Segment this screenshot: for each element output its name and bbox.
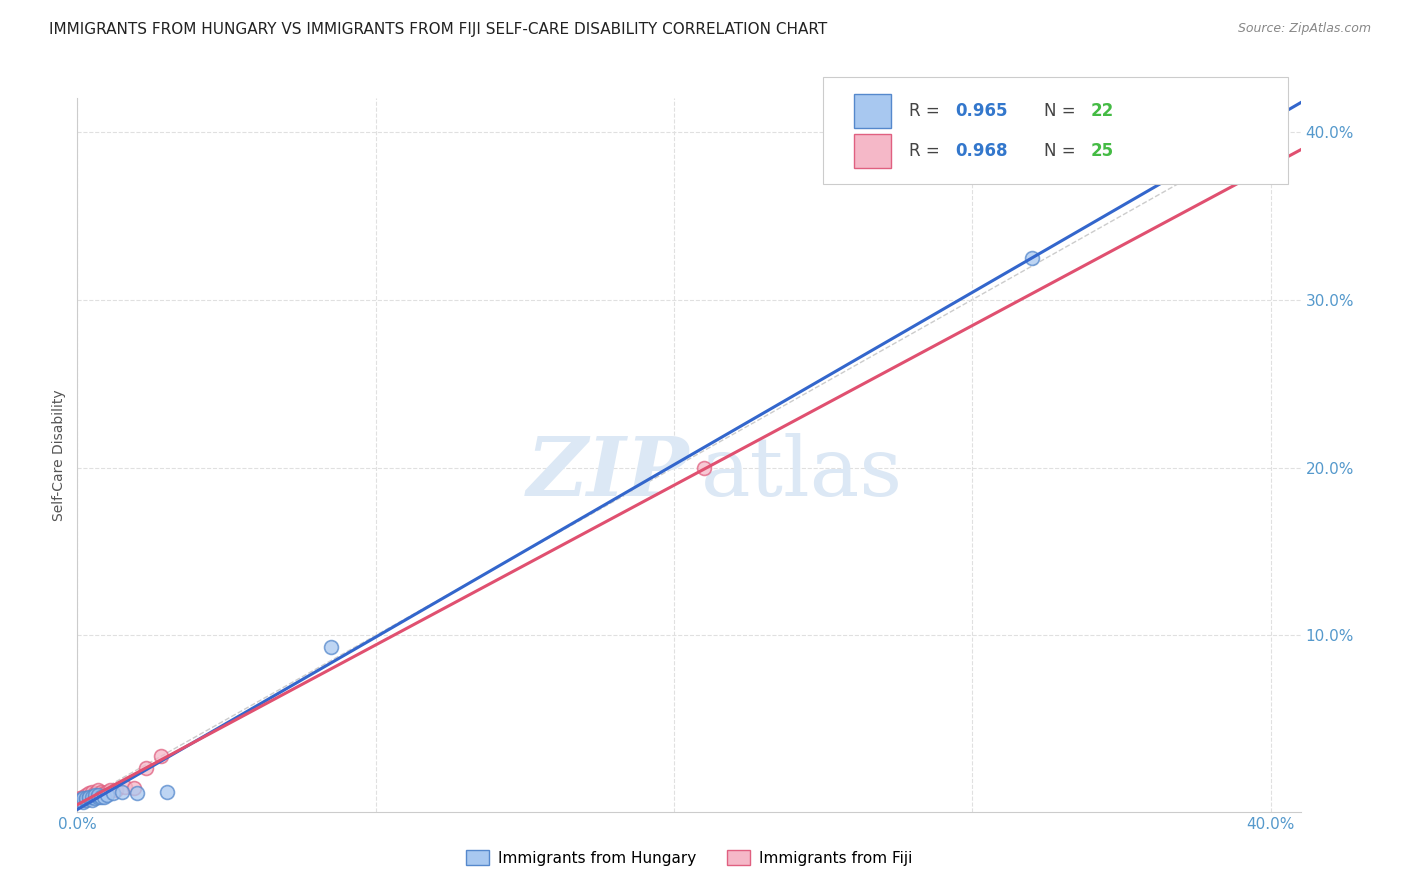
Point xyxy=(105,783,128,797)
Point xyxy=(122,781,145,796)
Point xyxy=(84,789,107,804)
Point xyxy=(82,784,104,798)
Point xyxy=(114,780,136,794)
Point xyxy=(75,791,97,805)
Point xyxy=(82,789,104,804)
Point xyxy=(84,791,107,805)
Text: IMMIGRANTS FROM HUNGARY VS IMMIGRANTS FROM FIJI SELF-CARE DISABILITY CORRELATION: IMMIGRANTS FROM HUNGARY VS IMMIGRANTS FR… xyxy=(49,22,828,37)
Point xyxy=(75,793,97,807)
Point xyxy=(72,789,94,804)
Point xyxy=(87,788,110,802)
Point xyxy=(87,783,110,797)
Text: N =: N = xyxy=(1043,142,1081,160)
Point xyxy=(693,460,716,475)
Point xyxy=(1021,251,1043,265)
Point xyxy=(90,784,112,798)
Text: R =: R = xyxy=(910,142,945,160)
Text: Source: ZipAtlas.com: Source: ZipAtlas.com xyxy=(1237,22,1371,36)
Point xyxy=(96,784,118,798)
Point xyxy=(77,789,100,804)
Point xyxy=(90,789,112,804)
FancyBboxPatch shape xyxy=(853,94,891,128)
Point xyxy=(69,793,91,807)
Text: 25: 25 xyxy=(1090,142,1114,160)
Point xyxy=(90,788,112,802)
Point xyxy=(98,783,121,797)
Text: atlas: atlas xyxy=(702,433,903,513)
FancyBboxPatch shape xyxy=(824,77,1288,184)
Point xyxy=(93,786,115,800)
Point xyxy=(82,793,104,807)
Point xyxy=(77,786,100,800)
Text: R =: R = xyxy=(910,102,945,120)
Point xyxy=(77,791,100,805)
Y-axis label: Self-Care Disability: Self-Care Disability xyxy=(52,389,66,521)
Point xyxy=(149,749,172,764)
Point xyxy=(75,791,97,805)
Point xyxy=(319,640,342,655)
Text: 0.965: 0.965 xyxy=(956,102,1008,120)
Point xyxy=(93,789,115,804)
Point xyxy=(75,788,97,802)
Point xyxy=(69,791,91,805)
Text: 22: 22 xyxy=(1090,102,1114,120)
FancyBboxPatch shape xyxy=(853,134,891,168)
Point xyxy=(156,784,179,798)
Point xyxy=(111,784,134,798)
Point xyxy=(84,786,107,800)
Point xyxy=(96,788,118,802)
Point xyxy=(135,761,157,775)
Text: 0.968: 0.968 xyxy=(956,142,1008,160)
Text: ZIP: ZIP xyxy=(526,433,689,513)
Point xyxy=(77,791,100,805)
Point xyxy=(84,788,107,802)
Point xyxy=(72,791,94,805)
Point xyxy=(87,788,110,802)
Point xyxy=(87,789,110,804)
Point xyxy=(72,795,94,809)
Legend: Immigrants from Hungary, Immigrants from Fiji: Immigrants from Hungary, Immigrants from… xyxy=(460,844,918,871)
Point xyxy=(125,786,148,800)
Text: N =: N = xyxy=(1043,102,1081,120)
Point xyxy=(72,793,94,807)
Point xyxy=(82,789,104,804)
Point xyxy=(101,786,124,800)
Point xyxy=(69,793,91,807)
